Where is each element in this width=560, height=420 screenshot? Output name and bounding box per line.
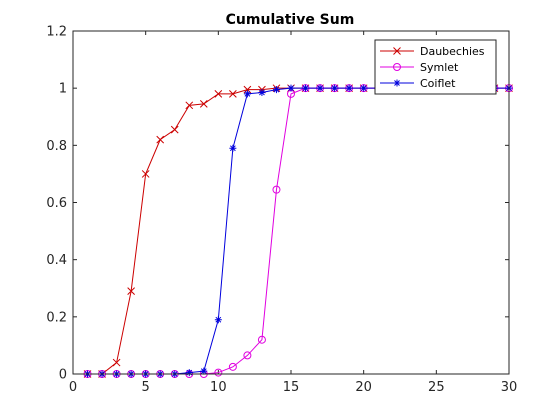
y-tick-label: 0 [59,368,67,383]
data-point-coiflet [214,316,222,324]
data-point-daubechies [229,90,237,98]
data-point-daubechies [214,90,223,98]
legend-marker-daubechies [393,47,401,55]
data-point-coiflet [360,84,368,92]
data-point-symlet [214,368,223,377]
data-point-coiflet [345,84,353,92]
data-point-coiflet [258,88,266,96]
legend-marker-coiflet [393,79,401,87]
data-point-coiflet [316,84,324,92]
data-point-coiflet [287,84,295,92]
x-tick-label: 20 [355,380,372,395]
data-point-daubechies [141,170,150,178]
y-tick-label: 0.4 [46,253,67,268]
x-tick-label: 30 [501,380,518,395]
y-tick-label: 0.2 [46,310,67,325]
data-point-symlet [272,185,281,194]
legend: Daubechies Symlet Coiflet [374,39,497,95]
data-point-coiflet [302,84,310,92]
x-tick-label: 15 [283,380,300,395]
data-point-symlet [243,351,252,360]
data-point-symlet [228,362,237,371]
axis-ticks: 0 5 10 15 20 25 30 0 0.2 0.4 0.6 0.8 1 1.2 [46,25,517,396]
data-point-symlet [257,335,266,344]
y-tick-label: 1.2 [46,25,67,40]
data-point-coiflet [331,84,339,92]
legend-label-symlet: Symlet [420,61,459,74]
y-tick-label: 0.8 [46,139,67,154]
data-point-coiflet [243,90,251,98]
data-point-daubechies [170,125,179,134]
x-tick-label: 25 [428,380,445,395]
axes-box [72,30,510,375]
y-tick-label: 1 [59,82,67,97]
x-tick-label: 0 [69,380,77,395]
x-tick-label: 5 [142,380,150,395]
y-tick-label: 0.6 [46,196,67,211]
data-point-coiflet [272,86,280,94]
legend-label-daubechies: Daubechies [420,45,485,58]
legend-marker-symlet [393,63,401,71]
data-point-coiflet [200,367,208,375]
chart-title: Cumulative Sum [226,12,355,28]
data-point-daubechies [156,135,165,144]
data-point-coiflet [185,369,193,377]
x-tick-label: 10 [210,380,227,395]
data-point-daubechies [127,287,135,295]
data-point-coiflet [229,144,237,152]
data-point-daubechies [185,101,194,110]
data-point-daubechies [112,358,121,367]
data-point-daubechies [199,100,208,108]
legend-label-coiflet: Coiflet [420,77,456,90]
